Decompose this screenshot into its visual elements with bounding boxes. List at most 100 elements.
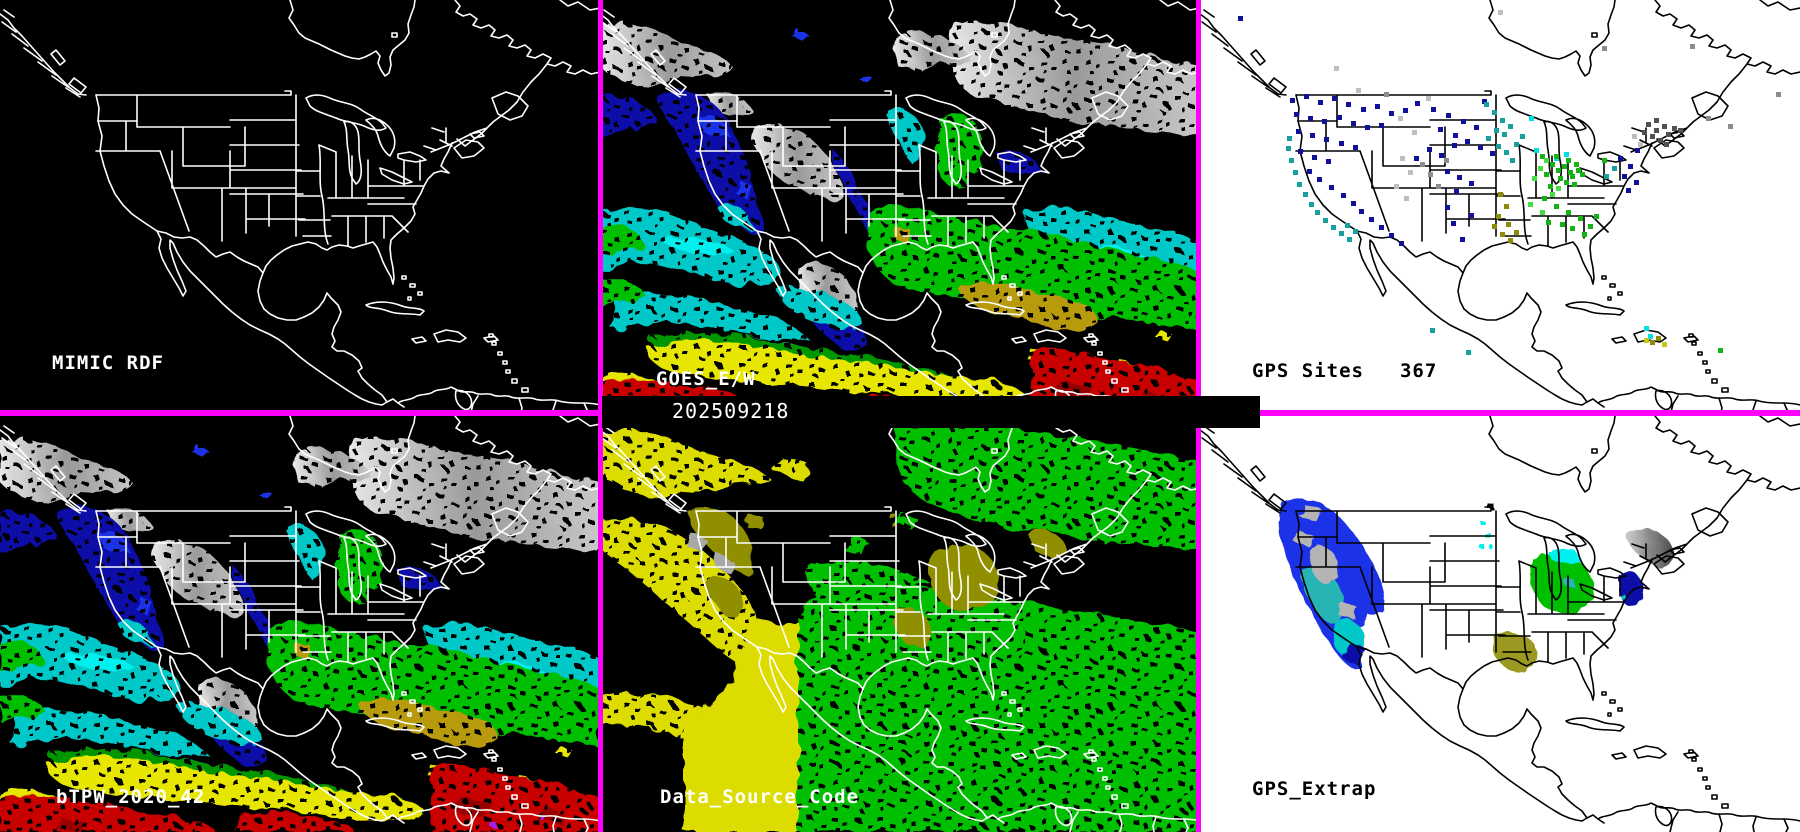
gps-site-dot: [1400, 156, 1405, 161]
gps-site-dot: [1656, 336, 1661, 341]
gps-site-dot: [1644, 338, 1649, 343]
gps-site-dot: [1308, 116, 1313, 121]
gps-site-dot: [1426, 96, 1431, 101]
gps-site-dot: [1602, 158, 1607, 163]
gps-site-dot: [1294, 112, 1299, 117]
gps-site-dot: [1412, 130, 1417, 135]
gps-site-dot: [1436, 184, 1441, 189]
gps-site-dot: [1498, 192, 1503, 197]
panel-data-source-code: Data_Source_Code: [600, 416, 1200, 832]
gps-site-dot: [1634, 180, 1639, 185]
gps-site-dot: [1309, 202, 1314, 207]
gps-site-dot: [1540, 154, 1545, 159]
gps-site-dot: [1312, 155, 1317, 160]
gps-site-dot: [1334, 66, 1339, 71]
gps-site-dot: [1444, 158, 1449, 163]
gps-site-dot: [1528, 202, 1533, 207]
gps-site-dot: [1554, 204, 1559, 209]
gps-site-dot: [1341, 193, 1346, 198]
gps-sites-title: GPS Sites: [1252, 360, 1364, 382]
panel-gps-extrap: GPS_Extrap: [1200, 416, 1800, 832]
gps-site-dot: [1648, 334, 1653, 339]
gps-site-dot: [1339, 141, 1344, 146]
gps-site-dot: [1566, 158, 1571, 163]
gps-site-dot: [1776, 92, 1781, 97]
gps-site-dot: [1532, 176, 1537, 181]
gps-site-dot: [1626, 188, 1631, 193]
gps-site-dot: [1534, 148, 1539, 153]
gps-site-dot: [1445, 169, 1450, 174]
gps-site-dot: [1588, 224, 1593, 229]
panel-goes-e-w: GOES_E/W: [600, 0, 1200, 416]
timestamp-strip: 202509218: [602, 396, 1260, 428]
gps-site-dot: [1646, 122, 1651, 127]
gps-site-dot: [1548, 184, 1553, 189]
gps-site-dot: [1379, 123, 1384, 128]
gps-site-dot: [1554, 154, 1559, 159]
gps-site-dot: [1322, 119, 1327, 124]
gps-site-dot: [1618, 156, 1623, 161]
gps-site-dot: [1307, 169, 1312, 174]
gps-site-dot: [1438, 127, 1443, 132]
gps-site-dot: [1504, 150, 1509, 155]
panel-label-data-source-code: Data_Source_Code: [660, 786, 860, 808]
gps-site-dot: [1564, 152, 1569, 157]
gps-site-dot: [1394, 184, 1399, 189]
gps-site-dot: [1484, 102, 1489, 107]
gps-site-dot: [1622, 174, 1627, 179]
gps-site-dot: [1332, 96, 1337, 101]
gps-site-dot: [1324, 137, 1329, 142]
gps-site-dot: [1303, 192, 1308, 197]
gps-site-dot: [1654, 118, 1659, 123]
gps-site-dot: [1594, 214, 1599, 219]
gps-site-dot: [1431, 107, 1436, 112]
gps-site-dot: [1353, 145, 1358, 150]
gps-site-dot: [1540, 210, 1545, 215]
panel-gps-sites: GPS Sites 367: [1200, 0, 1800, 416]
gps-site-dot: [1582, 232, 1587, 237]
gps-site-dot: [1331, 225, 1336, 230]
gps-site-dot: [1556, 186, 1561, 191]
gps-site-dot: [1420, 162, 1425, 167]
gps-site-dot: [1439, 153, 1444, 158]
gps-site-dot: [1445, 205, 1450, 210]
gps-site-dot: [1728, 124, 1733, 129]
gps-site-dot: [1508, 124, 1513, 129]
gps-site-dot: [1347, 237, 1352, 242]
gps-site-dot: [1469, 181, 1474, 186]
gps-site-dot: [1323, 218, 1328, 223]
gps-site-dot: [1678, 128, 1683, 133]
gps-site-dot: [1570, 226, 1575, 231]
gps-site-dot: [1556, 168, 1561, 173]
gps-site-dot: [1415, 101, 1420, 106]
panel-label-btpw: bTPW_2020_42: [56, 786, 206, 808]
gps-site-dot: [1492, 110, 1497, 115]
gps-site-dot: [1529, 116, 1534, 121]
gps-site-dot: [1454, 189, 1459, 194]
panel-mimic-rdf: MIMIC RDF: [0, 0, 600, 416]
panel-btpw: bTPW_2020_42: [0, 416, 600, 832]
gps-site-dot: [1550, 192, 1555, 197]
gps-site-dot: [1452, 143, 1457, 148]
gps-site-dot: [1304, 94, 1309, 99]
gps-site-dot: [1572, 182, 1577, 187]
gps-site-dot: [1345, 223, 1350, 228]
gps-site-dot: [1430, 328, 1435, 333]
gps-site-dot: [1296, 129, 1301, 134]
gps-site-dot: [1510, 158, 1515, 163]
gps-site-dot: [1580, 172, 1585, 177]
gps-site-dot: [1486, 136, 1491, 141]
goes-tpw-image: [600, 0, 1200, 416]
gps-site-dot: [1408, 170, 1413, 175]
gps-site-dot: [1337, 115, 1342, 120]
gps-site-dot: [1298, 149, 1303, 154]
gps-sites-count: 367: [1399, 360, 1438, 382]
gps-site-dot: [1576, 168, 1581, 173]
gps-site-dot: [1658, 138, 1663, 143]
gps-site-dot: [1558, 176, 1563, 181]
gps-site-dot: [1492, 224, 1497, 229]
gps-site-dot: [1293, 170, 1298, 175]
gps-site-dot: [1662, 124, 1667, 129]
gps-site-dot: [1520, 134, 1525, 139]
